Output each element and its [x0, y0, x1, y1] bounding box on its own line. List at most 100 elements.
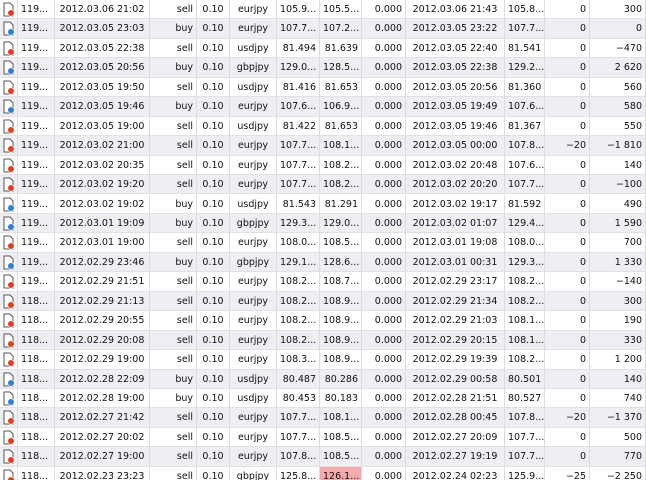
symbol: eurjpy	[230, 447, 277, 467]
stop-loss: 108.9...	[320, 291, 362, 311]
icon-cell	[0, 350, 18, 370]
open-price: 107.7...	[277, 408, 320, 428]
order-icon	[3, 333, 15, 348]
trade-row[interactable]: 119... 2012.03.05 22:38 sell 0.10 usdjpy 81.4…	[0, 38, 646, 59]
trade-row[interactable]: 118... 2012.02.29 20:08 sell 0.10 eurjpy 108.…	[0, 330, 646, 351]
open-price: 105.9...	[277, 0, 320, 19]
close-price: 108.2...	[505, 272, 545, 292]
trade-row[interactable]: 118... 2012.02.23 23:23 sell 0.10 gbpjpy 125.…	[0, 466, 646, 480]
take-profit: 0.000	[362, 194, 406, 214]
ticket: 119...	[18, 252, 55, 272]
symbol: usdjpy	[230, 116, 277, 136]
icon-cell	[0, 427, 18, 447]
order-icon	[3, 449, 15, 464]
size: 0.10	[197, 116, 230, 136]
trade-row[interactable]: 119... 2012.03.05 19:46 buy 0.10 eurjpy 107.6…	[0, 97, 646, 117]
profit: 2 620	[590, 58, 646, 78]
close-price: 129.4...	[505, 213, 545, 233]
profit: 700	[590, 233, 646, 253]
stop-loss: 80.286	[320, 369, 362, 389]
size: 0.10	[197, 136, 230, 156]
trade-row[interactable]: 118... 2012.02.28 19:00 buy 0.10 usdjpy 80.45…	[0, 389, 646, 409]
size: 0.10	[197, 175, 230, 195]
icon-cell	[0, 136, 18, 156]
trade-row[interactable]: 119... 2012.03.06 21:02 sell 0.10 eurjpy 105.…	[0, 0, 646, 20]
trade-row[interactable]: 119... 2012.03.01 19:00 sell 0.10 eurjpy 108.…	[0, 233, 646, 253]
type: buy	[150, 97, 197, 117]
close-time: 2012.03.02 20:20	[406, 175, 505, 195]
order-icon	[3, 274, 15, 289]
trade-row[interactable]: 119... 2012.03.01 19:09 buy 0.10 gbpjpy 129.3…	[0, 213, 646, 234]
symbol: eurjpy	[230, 330, 277, 350]
close-time: 2012.03.05 19:46	[406, 116, 505, 136]
trade-row[interactable]: 119... 2012.03.05 19:00 sell 0.10 usdjpy 81.4…	[0, 116, 646, 137]
trade-row[interactable]: 118... 2012.02.27 19:00 sell 0.10 eurjpy 107.…	[0, 447, 646, 467]
symbol: eurjpy	[230, 155, 277, 175]
trade-row[interactable]: 118... 2012.02.28 22:09 buy 0.10 usdjpy 80.48…	[0, 369, 646, 389]
symbol: eurjpy	[230, 0, 277, 19]
trade-row[interactable]: 119... 2012.03.02 19:20 sell 0.10 eurjpy 107.…	[0, 175, 646, 195]
type: sell	[150, 175, 197, 195]
close-price: 108.1...	[505, 311, 545, 331]
close-time: 2012.02.29 23:17	[406, 272, 505, 292]
size: 0.10	[197, 408, 230, 428]
close-time: 2012.02.29 19:39	[406, 350, 505, 370]
order-icon	[3, 41, 15, 56]
open-time: 2012.03.06 21:02	[55, 0, 150, 19]
trade-row[interactable]: 118... 2012.02.29 21:13 sell 0.10 eurjpy 108.…	[0, 291, 646, 312]
open-price: 108.2...	[277, 272, 320, 292]
order-icon	[3, 255, 15, 270]
trade-row[interactable]: 119... 2012.02.29 23:46 buy 0.10 gbpjpy 129.1…	[0, 252, 646, 273]
stop-loss: 105.5...	[320, 0, 362, 19]
swap: 0	[545, 311, 590, 331]
profit: 490	[590, 194, 646, 214]
close-price: 129.2...	[505, 58, 545, 78]
size: 0.10	[197, 213, 230, 233]
close-price: 108.2...	[505, 291, 545, 311]
trade-row[interactable]: 118... 2012.02.29 19:00 sell 0.10 eurjpy 108.…	[0, 350, 646, 370]
take-profit: 0.000	[362, 58, 406, 78]
close-time: 2012.02.27 19:19	[406, 447, 505, 467]
close-time: 2012.02.24 02:23	[406, 466, 505, 480]
icon-cell	[0, 155, 18, 175]
ticket: 118...	[18, 311, 55, 331]
trade-row[interactable]: 118... 2012.02.27 20:02 sell 0.10 eurjpy 107.…	[0, 427, 646, 448]
symbol: gbpjpy	[230, 58, 277, 78]
trade-row[interactable]: 119... 2012.03.02 20:35 sell 0.10 eurjpy 107.…	[0, 155, 646, 176]
close-time: 2012.03.05 22:38	[406, 58, 505, 78]
swap: 0	[545, 58, 590, 78]
close-price: 107.7...	[505, 447, 545, 467]
trade-row[interactable]: 119... 2012.03.05 20:56 buy 0.10 gbpjpy 129.0…	[0, 58, 646, 78]
profit: −100	[590, 175, 646, 195]
stop-loss: 81.653	[320, 77, 362, 97]
take-profit: 0.000	[362, 272, 406, 292]
swap: 0	[545, 116, 590, 136]
order-icon	[3, 352, 15, 367]
close-time: 2012.03.06 21:43	[406, 0, 505, 19]
swap: 0	[545, 0, 590, 19]
open-time: 2012.02.29 20:55	[55, 311, 150, 331]
profit: −1 810	[590, 136, 646, 156]
stop-loss: 108.9...	[320, 311, 362, 331]
trade-row[interactable]: 119... 2012.03.02 19:02 buy 0.10 usdjpy 81.54…	[0, 194, 646, 214]
trade-row[interactable]: 119... 2012.03.05 19:50 sell 0.10 usdjpy 81.4…	[0, 77, 646, 98]
order-icon	[3, 21, 15, 37]
size: 0.10	[197, 0, 230, 19]
order-icon	[3, 410, 15, 426]
trade-row[interactable]: 118... 2012.02.29 20:55 sell 0.10 eurjpy 108.…	[0, 311, 646, 331]
size: 0.10	[197, 447, 230, 467]
ticket: 118...	[18, 389, 55, 408]
stop-loss: 108.5...	[320, 427, 362, 447]
trade-row[interactable]: 119... 2012.03.05 23:03 buy 0.10 eurjpy 107.7…	[0, 19, 646, 39]
trade-row[interactable]: 119... 2012.03.02 21:00 sell 0.10 eurjpy 107.…	[0, 136, 646, 156]
open-time: 2012.03.02 21:00	[55, 136, 150, 156]
trade-row[interactable]: 118... 2012.02.27 21:42 sell 0.10 eurjpy 107.…	[0, 408, 646, 428]
icon-cell	[0, 58, 18, 78]
open-price: 81.494	[277, 38, 320, 58]
close-time: 2012.03.02 20:48	[406, 155, 505, 175]
trade-row[interactable]: 119... 2012.02.29 21:51 sell 0.10 eurjpy 108.…	[0, 272, 646, 292]
order-icon	[3, 313, 15, 328]
stop-loss: 108.5...	[320, 447, 362, 467]
open-time: 2012.02.29 23:46	[55, 252, 150, 272]
